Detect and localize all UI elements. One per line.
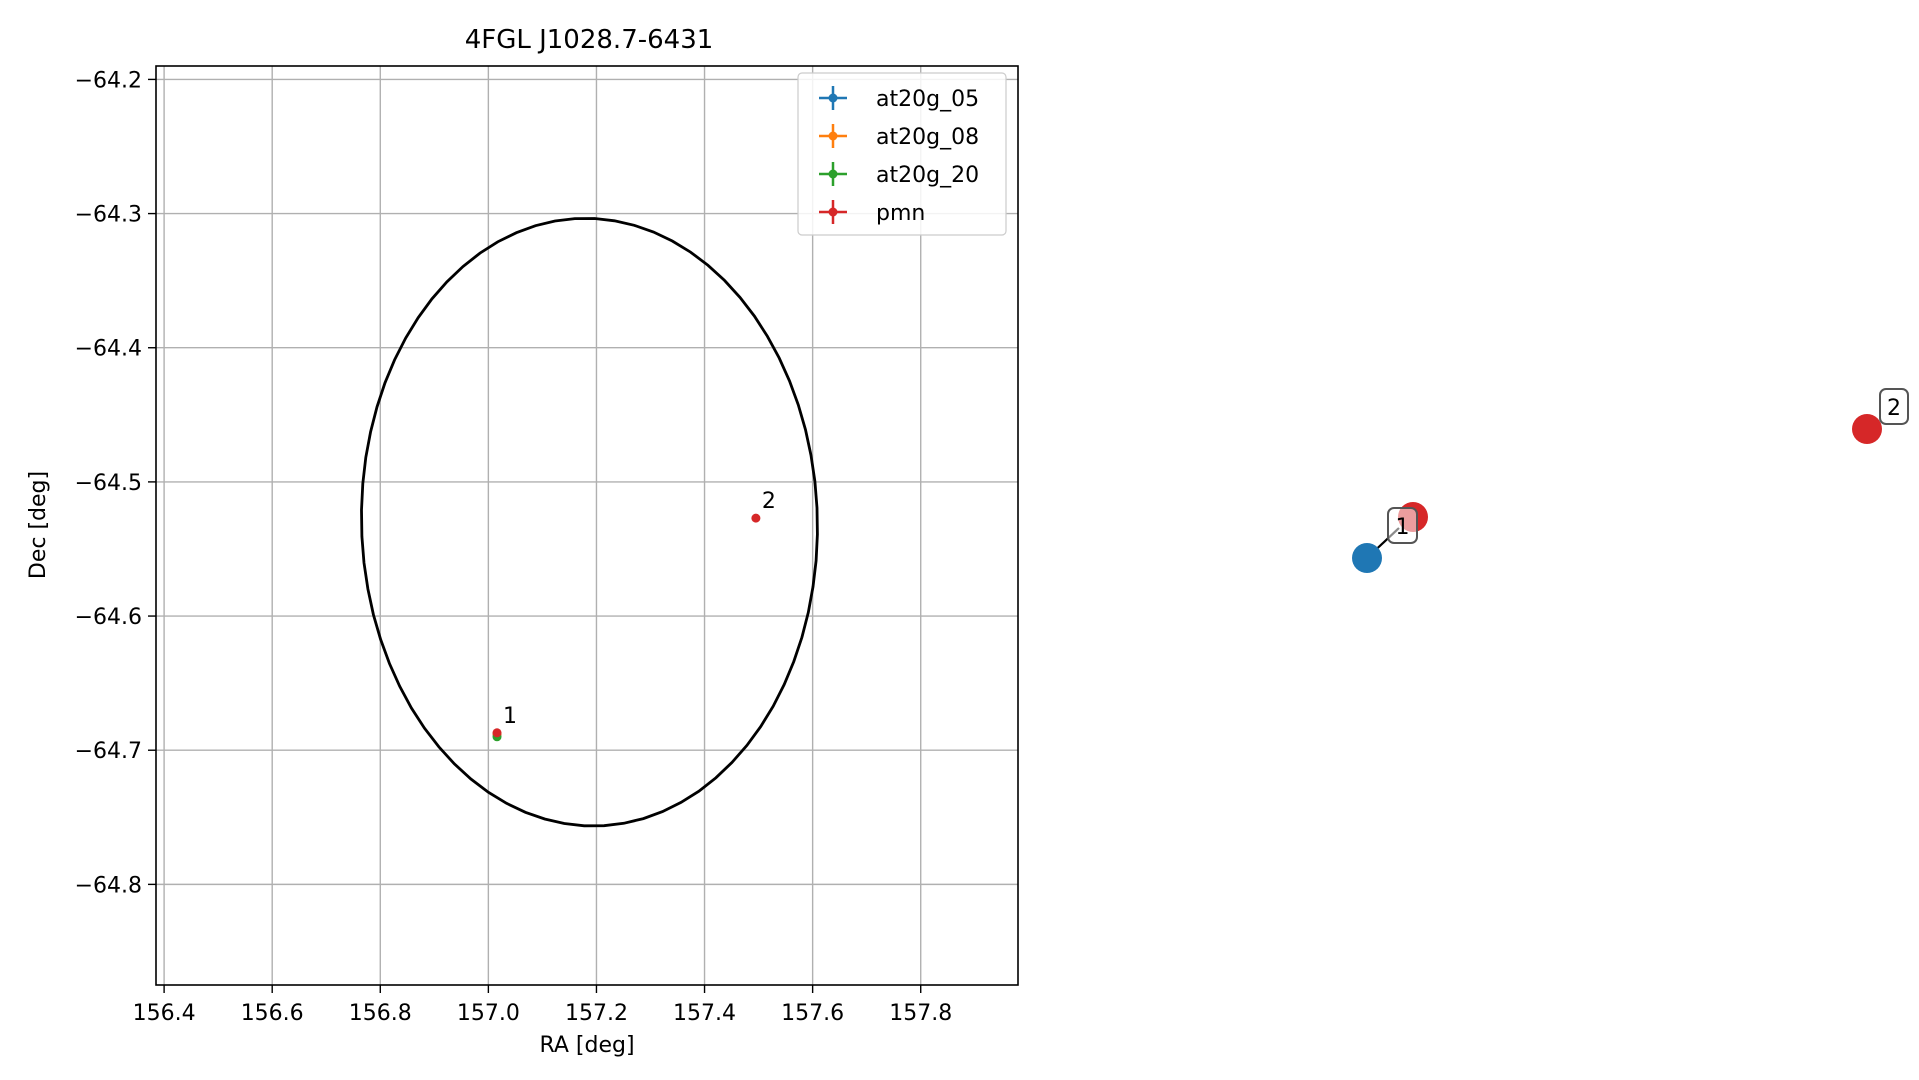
y-tick-label: −64.4: [75, 337, 142, 362]
panel-label-2: 2: [1887, 396, 1901, 421]
y-tick-label: −64.3: [75, 203, 142, 228]
y-tick-label: −64.8: [75, 873, 142, 898]
panel-marker-2: [1852, 414, 1882, 444]
panel-label-1: 1: [1396, 515, 1410, 540]
legend-marker-dot-at20g_08: [828, 131, 838, 141]
legend-marker-dot-pmn: [828, 207, 838, 217]
legend-label-pmn: pmn: [876, 201, 925, 226]
x-tick-label: 157.6: [781, 1001, 844, 1026]
x-tick-label: 156.8: [349, 1001, 412, 1026]
legend-marker-dot-at20g_05: [828, 93, 838, 103]
sky-map-chart: 4FGL J1028.7-6431 156.4 156.6 156.8 157.0 15…: [26, 25, 1019, 1058]
x-axis-label: RA [deg]: [539, 1033, 634, 1058]
panel-label-box-1: [1387, 507, 1418, 544]
localization-ellipse: [360, 217, 819, 828]
x-tick-label: 157.2: [565, 1001, 628, 1026]
y-tick-label: −64.2: [75, 68, 142, 93]
legend-label-at20g_05: at20g_05: [876, 87, 979, 112]
source-label: 2: [762, 489, 776, 514]
y-axis-ticks: −64.2 −64.3 −64.4 −64.5 −64.6 −64.7 −64.8: [75, 68, 156, 898]
legend-label-at20g_08: at20g_08: [876, 125, 979, 150]
y-tick-label: −64.7: [75, 739, 142, 764]
x-tick-label: 156.4: [133, 1001, 196, 1026]
point-pmn: [492, 728, 502, 738]
legend-box: [797, 72, 1007, 236]
grid: [156, 66, 1018, 985]
y-tick-label: −64.6: [75, 605, 142, 630]
x-tick-label: 156.6: [241, 1001, 304, 1026]
source-label: 1: [503, 704, 517, 729]
source-points: [492, 513, 761, 742]
legend-label-at20g_20: at20g_20: [876, 163, 979, 188]
panel-label-box-2: [1879, 388, 1909, 425]
x-tick-label: 157.8: [889, 1001, 952, 1026]
chart-title: 4FGL J1028.7-6431: [465, 25, 714, 55]
source-association-panel: 1 2: [1352, 388, 1909, 573]
y-axis-label: Dec [deg]: [26, 471, 51, 579]
panel-marker-0: [1352, 543, 1382, 573]
plot-frame: [155, 65, 1019, 986]
x-axis-ticks: 156.4 156.6 156.8 157.0 157.2 157.4 157.6 157.8: [133, 985, 952, 1026]
legend-marker-dot-at20g_20: [828, 169, 838, 179]
y-tick-label: −64.5: [75, 471, 142, 496]
source-labels: 12: [503, 489, 776, 729]
x-tick-label: 157.4: [673, 1001, 736, 1026]
x-tick-label: 157.0: [457, 1001, 520, 1026]
point-pmn: [751, 513, 761, 523]
